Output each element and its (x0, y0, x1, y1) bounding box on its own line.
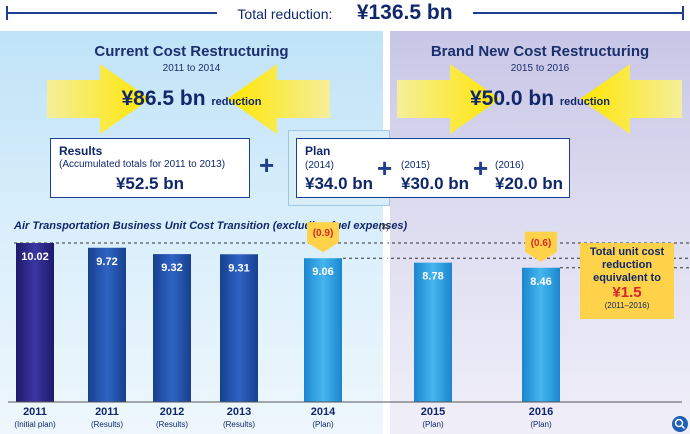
x-tick-sub: (Plan) (422, 420, 444, 429)
total-reduction-right-tick (682, 6, 684, 20)
x-tick-year: 2011 (23, 406, 47, 418)
summary-line2: reduction (601, 259, 653, 271)
bar-label: 8.78 (422, 271, 443, 283)
x-tick-sub: (Plan) (530, 420, 552, 429)
bar-label: 8.46 (530, 276, 551, 288)
current-reduction-value: ¥86.5 bn (121, 87, 206, 110)
current-reduction-amount: ¥86.5 bn reduction (0, 87, 383, 111)
results-box-subtitle: (Accumulated totals for 2011 to 2013) (59, 159, 226, 170)
x-tick-sub: (Plan) (312, 420, 334, 429)
summary-value: ¥1.5 (612, 284, 642, 301)
zoom-button[interactable] (672, 416, 688, 432)
total-reduction-heading: Total reduction: ¥136.5 bn (0, 1, 690, 25)
bar (304, 258, 342, 402)
plus-icon: + (259, 150, 275, 180)
plan-box: Plan (2014) ¥34.0 bn + (2015) ¥30.0 bn +… (296, 138, 570, 198)
plan-2016-value: ¥20.0 bn (495, 174, 564, 193)
x-tick-year: 2011 (95, 406, 119, 418)
x-tick-year: 2012 (160, 406, 184, 418)
current-restructuring-title: Current Cost Restructuring (94, 43, 289, 60)
bar (414, 262, 452, 402)
summary-callout: Total unit cost reduction equivalent to … (580, 243, 674, 319)
bar-label: 9.32 (161, 262, 182, 274)
x-tick-year: 2014 (311, 406, 336, 418)
total-reduction-left-tick (6, 6, 8, 20)
annotation-badge (525, 231, 557, 262)
plan-2015-year: (2015) (401, 160, 430, 171)
bar (522, 267, 560, 402)
bar-label: 9.06 (312, 266, 333, 278)
results-box: Results (Accumulated totals for 2011 to … (50, 138, 250, 198)
annotation-label: (0.6) (531, 238, 552, 249)
plan-2014-year: (2014) (305, 160, 334, 171)
left-arrow-icon (397, 64, 500, 134)
left-arrow-icon (47, 64, 150, 134)
bar-label: 9.31 (228, 262, 249, 274)
x-tick-year: 2016 (529, 406, 553, 418)
plan-2014-value: ¥34.0 bn (305, 174, 374, 193)
bar (220, 254, 258, 402)
brand-new-reduction-amount: ¥50.0 bn reduction (390, 87, 690, 111)
total-reduction-prefix: Total reduction: (227, 6, 343, 22)
x-tick-year: 2015 (421, 406, 445, 418)
summary-period: (2011–2016) (604, 301, 650, 310)
bar (153, 254, 191, 402)
current-restructuring-years: 2011 to 2014 (162, 63, 221, 74)
x-tick-sub: (Results) (223, 420, 255, 429)
x-tick-year: 2013 (227, 406, 251, 418)
bar-label: 10.02 (21, 251, 49, 263)
brand-new-restructuring-years: 2015 to 2016 (510, 63, 570, 74)
plus-icon: + (473, 153, 489, 183)
bar (16, 243, 54, 402)
annotation-label: (0.9) (313, 228, 334, 239)
bar (88, 247, 126, 402)
plan-2015-value: ¥30.0 bn (401, 174, 470, 193)
annotation-badge (307, 222, 339, 253)
right-arrow-icon (580, 64, 682, 134)
results-box-value: ¥52.5 bn (115, 174, 185, 193)
magnifier-icon (674, 418, 686, 430)
bar-label: 9.72 (96, 256, 117, 268)
summary-line3: equivalent to (593, 272, 661, 284)
x-tick-sub: (Initial plan) (14, 420, 56, 429)
brand-new-restructuring-title: Brand New Cost Restructuring (430, 43, 650, 60)
results-box-title: Results (59, 144, 103, 158)
chart-unit: (¥) (379, 223, 389, 232)
brand-new-reduction-value: ¥50.0 bn (469, 87, 555, 110)
right-arrow-icon (227, 64, 330, 134)
plan-2016-year: (2016) (495, 160, 524, 171)
brand-new-reduction-unit: reduction (559, 96, 610, 108)
summary-line1: Total unit cost (589, 246, 665, 258)
current-reduction-unit: reduction (211, 96, 262, 108)
plan-box-title: Plan (305, 144, 331, 158)
x-tick-sub: (Results) (156, 420, 188, 429)
x-tick-sub: (Results) (91, 420, 123, 429)
total-reduction-value: ¥136.5 bn (346, 1, 463, 24)
plus-icon: + (377, 153, 393, 183)
